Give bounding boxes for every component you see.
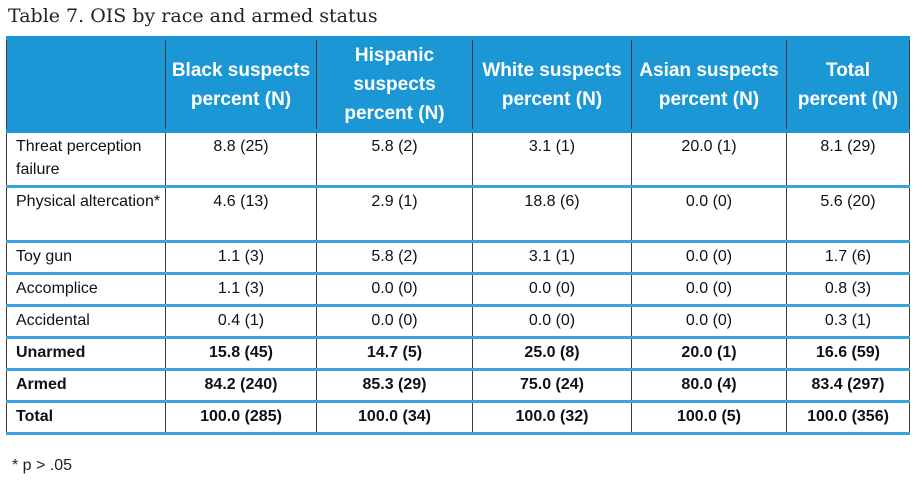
header-white-suspects: White suspects percent (N) [472,36,632,133]
cell-black: 4.6 (13) [165,186,317,243]
footnote: * p > .05 [12,457,73,474]
cell-hispanic: 2.9 (1) [316,186,473,243]
cell-hispanic: 0.0 (0) [316,305,473,339]
cell-white: 0.0 (0) [472,305,632,339]
header-line: percent (N) [190,88,292,110]
cell-hispanic: 0.0 (0) [316,273,473,307]
row-label: Armed [6,369,166,403]
row-label: Accomplice [6,273,166,307]
cell-black: 8.8 (25) [165,131,317,188]
cell-white: 75.0 (24) [472,369,632,403]
cell-asian: 0.0 (0) [631,241,787,275]
row-label: Accidental [6,305,166,339]
row-label: Toy gun [6,241,166,275]
cell-hispanic: 5.8 (2) [316,241,473,275]
table-row-unarmed: Unarmed 15.8 (45) 14.7 (5) 25.0 (8) 20.0… [6,337,910,371]
table-caption: Table 7. OIS by race and armed status [8,5,378,27]
cell-asian: 80.0 (4) [631,369,787,403]
cell-total: 1.7 (6) [786,241,910,275]
cell-white: 18.8 (6) [472,186,632,243]
cell-total: 5.6 (20) [786,186,910,243]
cell-total: 100.0 (356) [786,401,910,435]
cell-total: 0.3 (1) [786,305,910,339]
header-line: Total [826,59,870,81]
header-line: percent (N) [658,88,760,110]
row-label: Total [6,401,166,435]
cell-white: 25.0 (8) [472,337,632,371]
row-label: Unarmed [6,337,166,371]
cell-asian: 0.0 (0) [631,305,787,339]
cell-asian: 100.0 (5) [631,401,787,435]
header-line: Hispanic [354,45,435,66]
header-line: Asian suspects [639,59,779,81]
header-asian-suspects: Asian suspects percent (N) [631,36,787,133]
header-line: percent (N) [797,88,899,110]
cell-total: 16.6 (59) [786,337,910,371]
header-black-suspects: Black suspects percent (N) [165,36,317,133]
cell-black: 84.2 (240) [165,369,317,403]
header-line: percent (N) [344,103,445,124]
cell-total: 83.4 (297) [786,369,910,403]
cell-black: 100.0 (285) [165,401,317,435]
row-label: Physical altercation* [6,186,166,243]
table-row-accomplice: Accomplice 1.1 (3) 0.0 (0) 0.0 (0) 0.0 (… [6,273,910,307]
cell-white: 3.1 (1) [472,131,632,188]
header-line: White suspects [482,59,622,81]
header-hispanic-suspects: Hispanic suspects percent (N) [316,36,473,133]
header-line: percent (N) [501,88,603,110]
table-row-total: Total 100.0 (285) 100.0 (34) 100.0 (32) … [6,401,910,435]
header-row: Black suspects percent (N) Hispanic susp… [6,36,910,133]
table-row-physical-altercation: Physical altercation* 4.6 (13) 2.9 (1) 1… [6,186,910,243]
cell-asian: 20.0 (1) [631,337,787,371]
ois-table: Black suspects percent (N) Hispanic susp… [6,36,910,435]
row-label: Threat perception failure [6,131,166,188]
cell-hispanic: 5.8 (2) [316,131,473,188]
table-row-armed: Armed 84.2 (240) 85.3 (29) 75.0 (24) 80.… [6,369,910,403]
cell-white: 100.0 (32) [472,401,632,435]
cell-hispanic: 85.3 (29) [316,369,473,403]
header-line: suspects [353,74,436,95]
table-row-threat-perception-failure: Threat perception failure 8.8 (25) 5.8 (… [6,131,910,188]
cell-total: 8.1 (29) [786,131,910,188]
cell-asian: 0.0 (0) [631,273,787,307]
table-row-toy-gun: Toy gun 1.1 (3) 5.8 (2) 3.1 (1) 0.0 (0) … [6,241,910,275]
header-corner-cell [6,36,166,133]
cell-hispanic: 100.0 (34) [316,401,473,435]
cell-asian: 20.0 (1) [631,131,787,188]
cell-black: 15.8 (45) [165,337,317,371]
table-row-accidental: Accidental 0.4 (1) 0.0 (0) 0.0 (0) 0.0 (… [6,305,910,339]
cell-black: 0.4 (1) [165,305,317,339]
header-total: Total percent (N) [786,36,910,133]
cell-black: 1.1 (3) [165,241,317,275]
cell-asian: 0.0 (0) [631,186,787,243]
header-line: Black suspects [171,59,311,81]
cell-white: 0.0 (0) [472,273,632,307]
cell-total: 0.8 (3) [786,273,910,307]
cell-hispanic: 14.7 (5) [316,337,473,371]
cell-black: 1.1 (3) [165,273,317,307]
cell-white: 3.1 (1) [472,241,632,275]
